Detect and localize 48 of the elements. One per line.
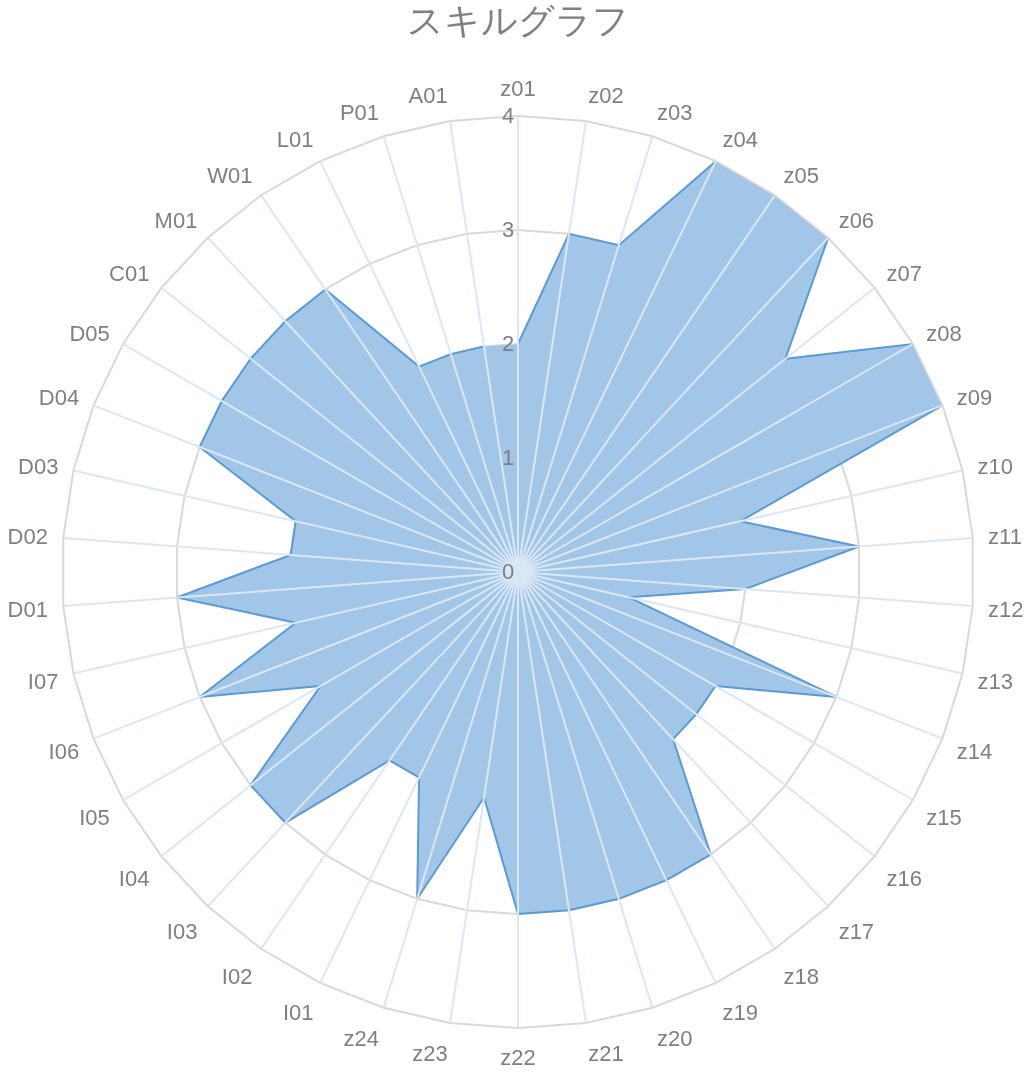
spoke-label: z02 bbox=[588, 82, 624, 108]
spoke-label: L01 bbox=[276, 126, 314, 152]
spoke-label: z08 bbox=[926, 320, 962, 346]
y-tick-label: 4 bbox=[501, 103, 515, 129]
spoke-label: P01 bbox=[339, 99, 380, 125]
spoke-label: z18 bbox=[783, 964, 820, 989]
spoke-label: W01 bbox=[207, 163, 253, 189]
spoke-label: z03 bbox=[656, 99, 693, 125]
spoke-label: z22 bbox=[500, 1045, 536, 1071]
spoke-label: z15 bbox=[926, 805, 962, 831]
y-tick-label: 2 bbox=[501, 331, 515, 357]
spoke-label: D03 bbox=[18, 453, 59, 479]
spoke-label: z07 bbox=[886, 261, 923, 287]
spoke-label: z16 bbox=[886, 865, 923, 891]
spoke-label: z20 bbox=[656, 1025, 693, 1051]
spoke-label: z14 bbox=[956, 739, 993, 765]
spoke-label: I06 bbox=[48, 739, 80, 765]
chart-title: スキルグラフ bbox=[407, 0, 629, 41]
spoke-label: z24 bbox=[343, 1025, 380, 1051]
spoke-label: I04 bbox=[118, 865, 150, 891]
spoke-label: D04 bbox=[38, 385, 80, 411]
spoke-label: D01 bbox=[7, 596, 48, 622]
spoke-label: z13 bbox=[977, 669, 1014, 695]
spoke-label: z05 bbox=[783, 163, 820, 189]
spoke-label: z04 bbox=[722, 126, 759, 152]
spoke-label: z10 bbox=[977, 453, 1014, 479]
y-tick-label: 0 bbox=[501, 559, 515, 585]
spoke-label: D05 bbox=[69, 320, 110, 346]
spoke-label: C01 bbox=[109, 261, 150, 287]
spoke-label: z17 bbox=[838, 918, 875, 944]
spoke-label: D02 bbox=[7, 524, 48, 550]
spoke-label: I01 bbox=[282, 999, 314, 1025]
spoke-label: z23 bbox=[412, 1041, 448, 1067]
spoke-label: I07 bbox=[27, 669, 59, 695]
spoke-label: M01 bbox=[154, 208, 198, 234]
spoke-label: z06 bbox=[838, 208, 875, 234]
spoke-label: I02 bbox=[221, 964, 253, 989]
spoke-label: I03 bbox=[166, 918, 198, 944]
spoke-label: A01 bbox=[408, 82, 448, 108]
spoke-label: z01 bbox=[500, 76, 536, 102]
spoke-label: z09 bbox=[956, 385, 993, 411]
spoke-label: z21 bbox=[588, 1041, 624, 1067]
spoke-label: z12 bbox=[988, 596, 1024, 622]
spoke-label: I05 bbox=[79, 805, 110, 831]
spoke-label: z19 bbox=[722, 999, 759, 1025]
y-tick-label: 3 bbox=[501, 217, 515, 243]
y-tick-label: 1 bbox=[501, 445, 515, 471]
spoke-label: z11 bbox=[988, 524, 1022, 550]
